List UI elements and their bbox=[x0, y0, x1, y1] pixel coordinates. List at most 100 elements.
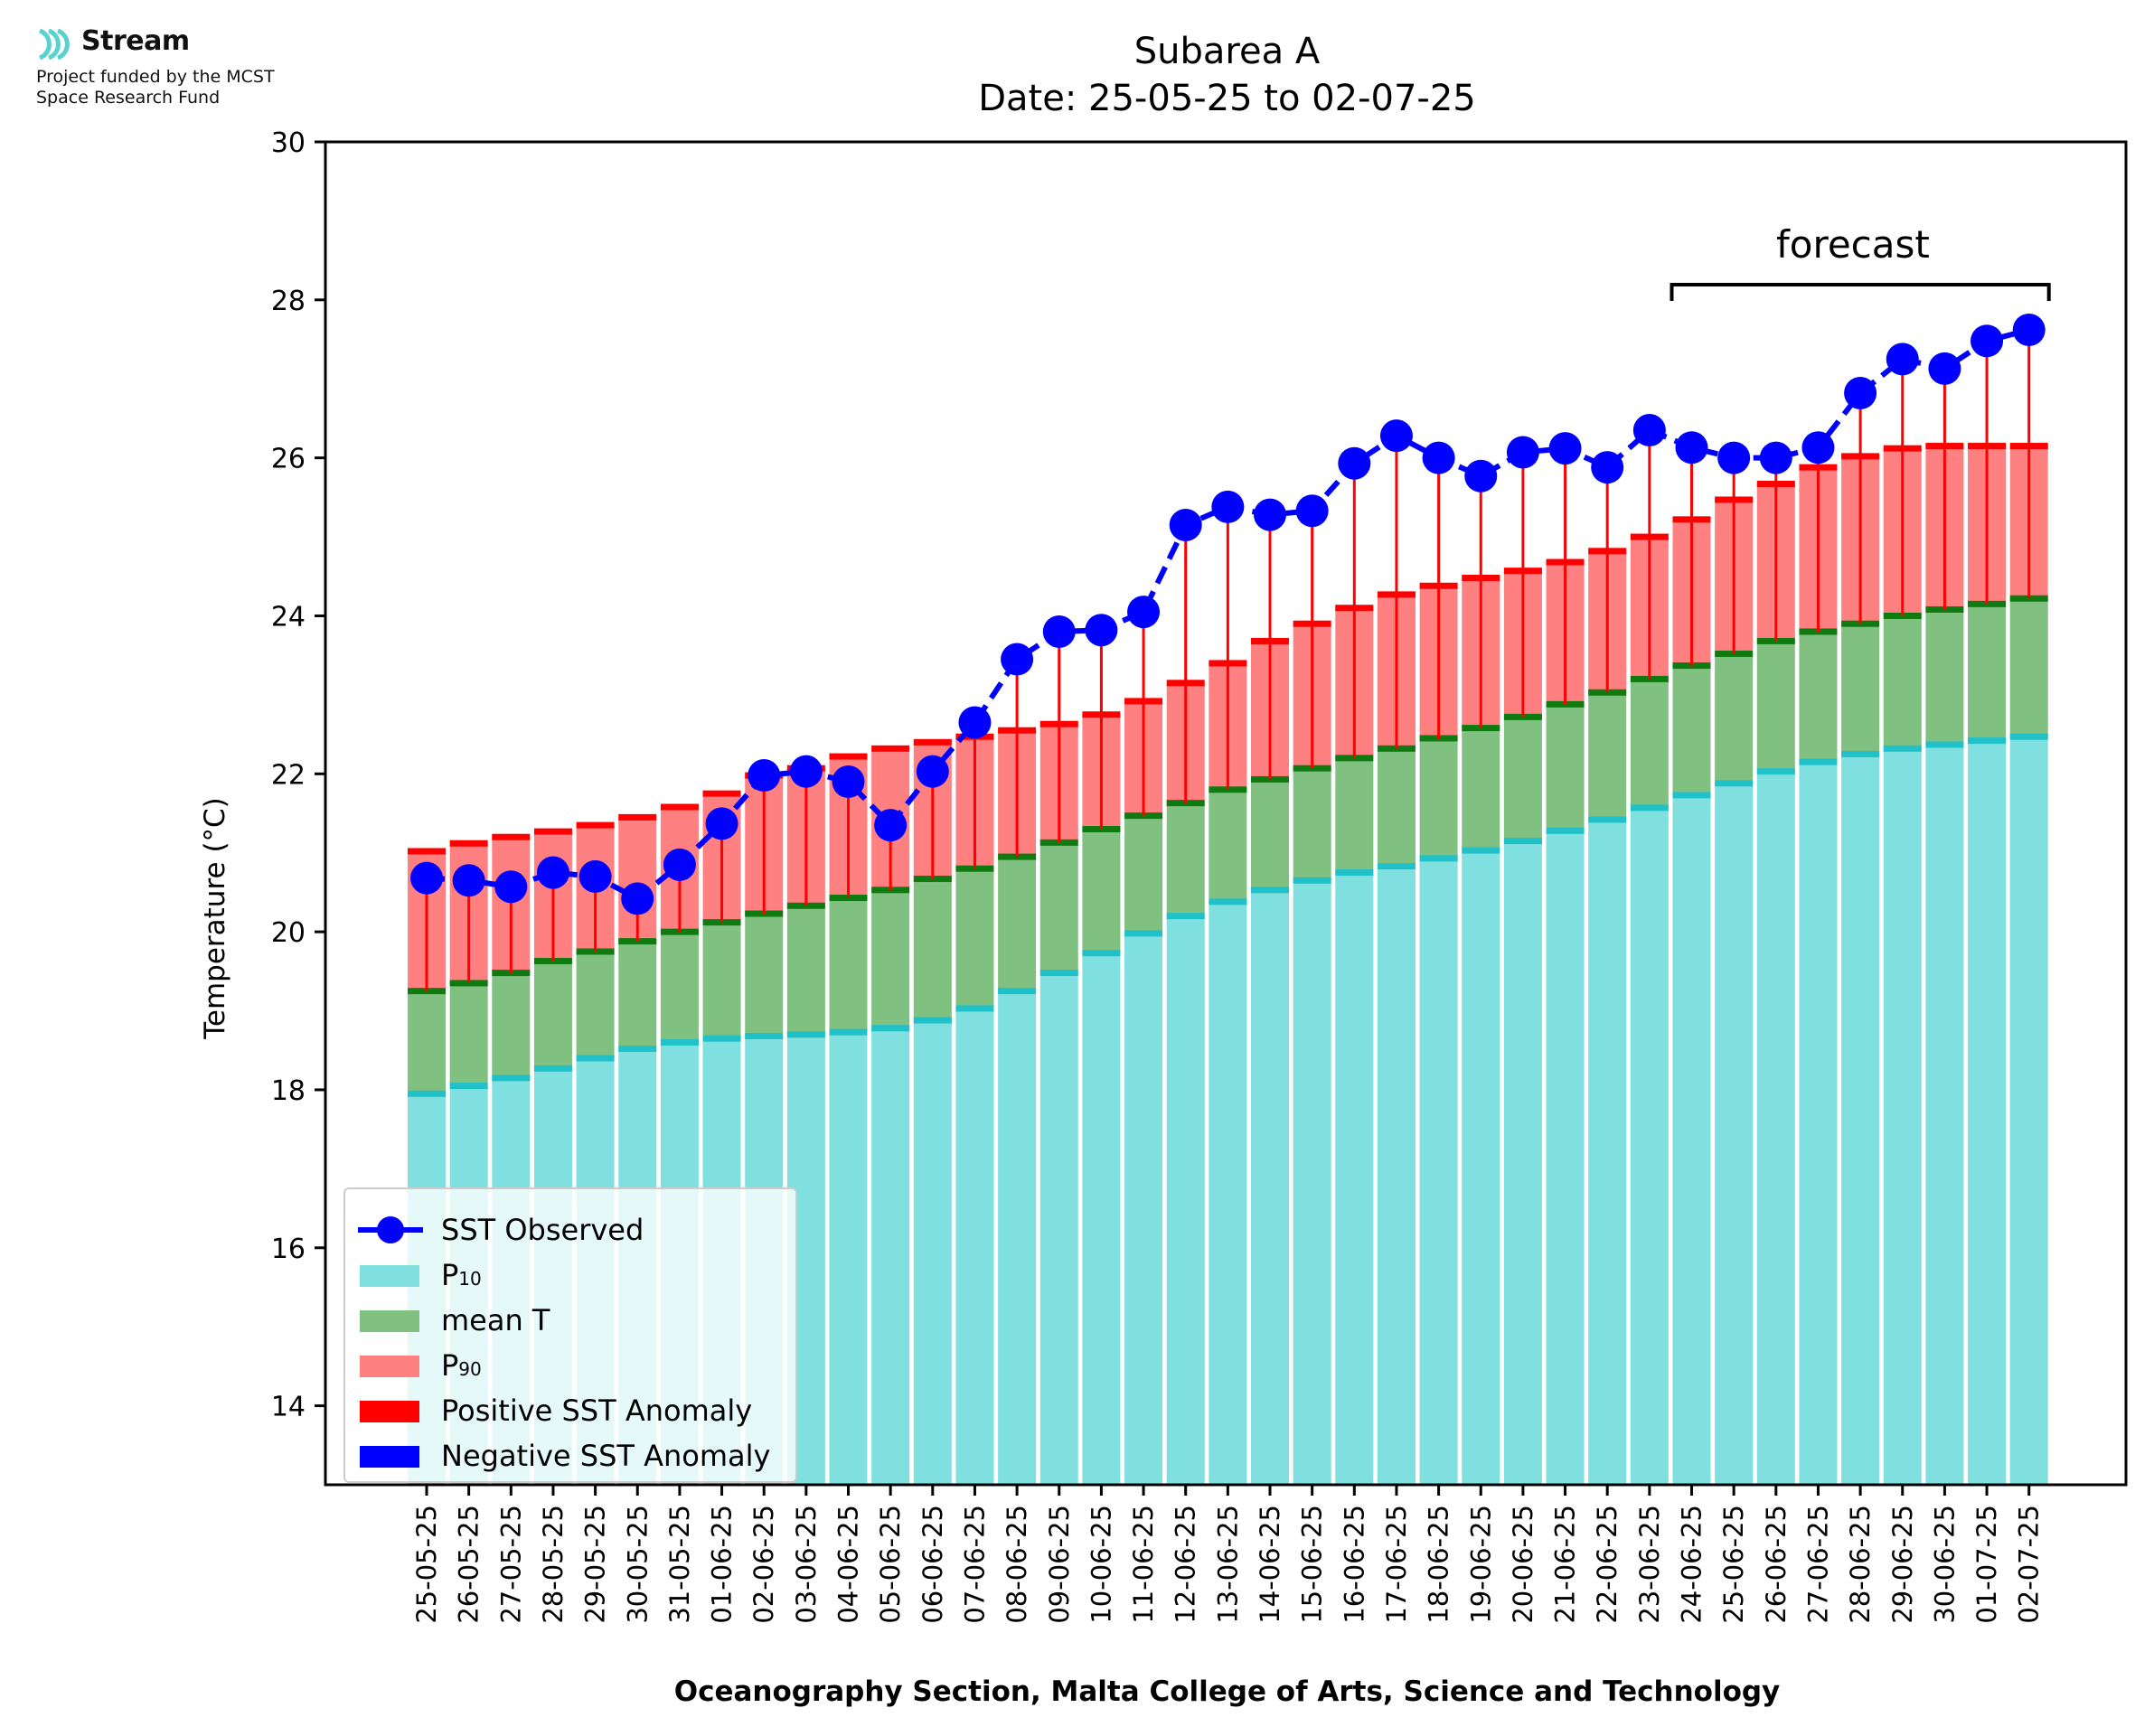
bar-p10 bbox=[1588, 819, 1627, 1485]
cap-p90 bbox=[871, 745, 910, 752]
bar-mean-t bbox=[408, 990, 446, 1094]
bar-mean-t bbox=[1756, 641, 1795, 772]
bar-mean-t bbox=[1841, 624, 1880, 755]
x-tick-label: 26-05-25 bbox=[454, 1505, 484, 1624]
legend-label-subscript: 10 bbox=[458, 1268, 482, 1290]
cap-p10 bbox=[1293, 877, 1331, 884]
bar-p10 bbox=[2009, 737, 2048, 1485]
sst-observed-series bbox=[410, 314, 2046, 915]
bar-p10 bbox=[1082, 952, 1121, 1485]
bar-p10 bbox=[1335, 872, 1374, 1485]
bar-p10 bbox=[1419, 858, 1458, 1485]
x-tick-label: 01-06-25 bbox=[707, 1505, 738, 1624]
y-tick-label: 26 bbox=[271, 444, 306, 475]
bar-mean-t bbox=[1503, 717, 1542, 841]
cap-p10 bbox=[1630, 804, 1669, 812]
legend-swatch-icon bbox=[360, 1356, 419, 1377]
logo-subtitle-line2: Space Research Fund bbox=[36, 88, 221, 108]
bar-p10 bbox=[1630, 807, 1669, 1485]
y-tick-label: 16 bbox=[271, 1234, 306, 1265]
sst-observed-point bbox=[1085, 614, 1118, 647]
x-tick-label: 01-07-25 bbox=[1971, 1505, 2002, 1624]
bar-mean-t bbox=[913, 878, 952, 1021]
x-tick-label: 27-06-25 bbox=[1802, 1505, 1833, 1624]
sst-observed-point bbox=[1801, 431, 1835, 464]
bar-mean-t bbox=[786, 906, 825, 1035]
x-tick-label: 21-06-25 bbox=[1550, 1505, 1581, 1624]
x-tick-label: 02-06-25 bbox=[748, 1505, 779, 1624]
bar-mean-t bbox=[1039, 842, 1078, 973]
bar-mean-t bbox=[1166, 802, 1205, 916]
cap-p10 bbox=[1546, 827, 1585, 834]
cap-p10 bbox=[533, 1065, 572, 1072]
cap-p90 bbox=[660, 803, 699, 811]
cap-p10 bbox=[492, 1074, 531, 1082]
cap-p10 bbox=[1883, 745, 1922, 752]
cap-p90 bbox=[913, 738, 952, 746]
x-tick-label: 25-06-25 bbox=[1718, 1505, 1749, 1624]
bar-mean-t bbox=[1883, 615, 1922, 749]
bar-p10 bbox=[1503, 840, 1542, 1485]
bar-p10 bbox=[955, 1008, 994, 1485]
x-tick-label: 17-06-25 bbox=[1381, 1505, 1412, 1624]
sst-observed-point bbox=[1506, 436, 1539, 469]
logo-name: Stream bbox=[81, 25, 190, 57]
bar-p10 bbox=[1841, 754, 1880, 1485]
bar-mean-t bbox=[618, 941, 657, 1049]
cap-p10 bbox=[1588, 816, 1627, 823]
x-tick-label: 10-06-25 bbox=[1086, 1505, 1116, 1624]
sst-observed-point bbox=[1717, 441, 1751, 474]
sst-observed-point bbox=[1338, 446, 1371, 480]
bar-p10 bbox=[913, 1020, 952, 1485]
bar-p10 bbox=[1209, 901, 1247, 1485]
sst-observed-point bbox=[2012, 314, 2046, 347]
x-tick-label: 24-06-25 bbox=[1677, 1505, 1707, 1624]
legend-swatch-icon bbox=[360, 1310, 419, 1332]
sst-observed-point bbox=[1591, 451, 1624, 484]
cap-p10 bbox=[955, 1005, 994, 1012]
bar-p10 bbox=[1968, 740, 2007, 1485]
bar-p10 bbox=[1166, 915, 1205, 1485]
x-tick-label: 25-05-25 bbox=[411, 1505, 442, 1624]
cap-p10 bbox=[1082, 950, 1121, 957]
cap-p10 bbox=[1419, 855, 1458, 862]
cap-p10 bbox=[1166, 913, 1205, 920]
cap-p10 bbox=[1251, 887, 1289, 894]
legend-label: Negative SST Anomaly bbox=[441, 1439, 771, 1473]
cap-p10 bbox=[1715, 780, 1754, 787]
cap-p10 bbox=[1756, 768, 1795, 775]
cap-p10 bbox=[1462, 847, 1500, 854]
bar-mean-t bbox=[955, 868, 994, 1009]
sst-observed-point bbox=[1928, 352, 1961, 385]
bar-mean-t bbox=[1419, 737, 1458, 859]
cap-p90 bbox=[492, 833, 531, 840]
bar-mean-t bbox=[492, 972, 531, 1078]
sst-observed-point bbox=[1211, 490, 1245, 523]
y-tick-label: 14 bbox=[271, 1392, 306, 1423]
logo-subtitle: Project funded by the MCST Space Researc… bbox=[36, 67, 362, 108]
bar-p10 bbox=[1124, 933, 1163, 1485]
bar-p10 bbox=[1462, 850, 1500, 1485]
forecast-bracket bbox=[1670, 283, 2051, 301]
sst-observed-point bbox=[1675, 431, 1708, 464]
bar-mean-t bbox=[1588, 692, 1627, 820]
x-tick-label: 29-06-25 bbox=[1887, 1505, 1918, 1624]
x-tick-label: 12-06-25 bbox=[1171, 1505, 1201, 1624]
sst-observed-point bbox=[874, 809, 908, 842]
sst-observed-point bbox=[1632, 414, 1666, 447]
legend-label: SST Observed bbox=[441, 1213, 644, 1247]
y-tick-label: 20 bbox=[271, 917, 306, 949]
bar-p10 bbox=[1883, 748, 1922, 1485]
sst-observed-point bbox=[621, 882, 654, 915]
bar-mean-t bbox=[576, 951, 615, 1058]
bar-mean-t bbox=[1209, 789, 1247, 902]
bar-p10 bbox=[1672, 794, 1711, 1485]
x-tick-label: 08-06-25 bbox=[1002, 1505, 1032, 1624]
bar-mean-t bbox=[2009, 598, 2048, 737]
x-tick-label: 05-06-25 bbox=[875, 1505, 906, 1624]
y-tick-label: 28 bbox=[271, 286, 306, 317]
bar-mean-t bbox=[1715, 653, 1754, 784]
sst-observed-point bbox=[1464, 459, 1498, 493]
x-tick-label: 07-06-25 bbox=[959, 1505, 990, 1624]
cap-p10 bbox=[1968, 737, 2007, 745]
